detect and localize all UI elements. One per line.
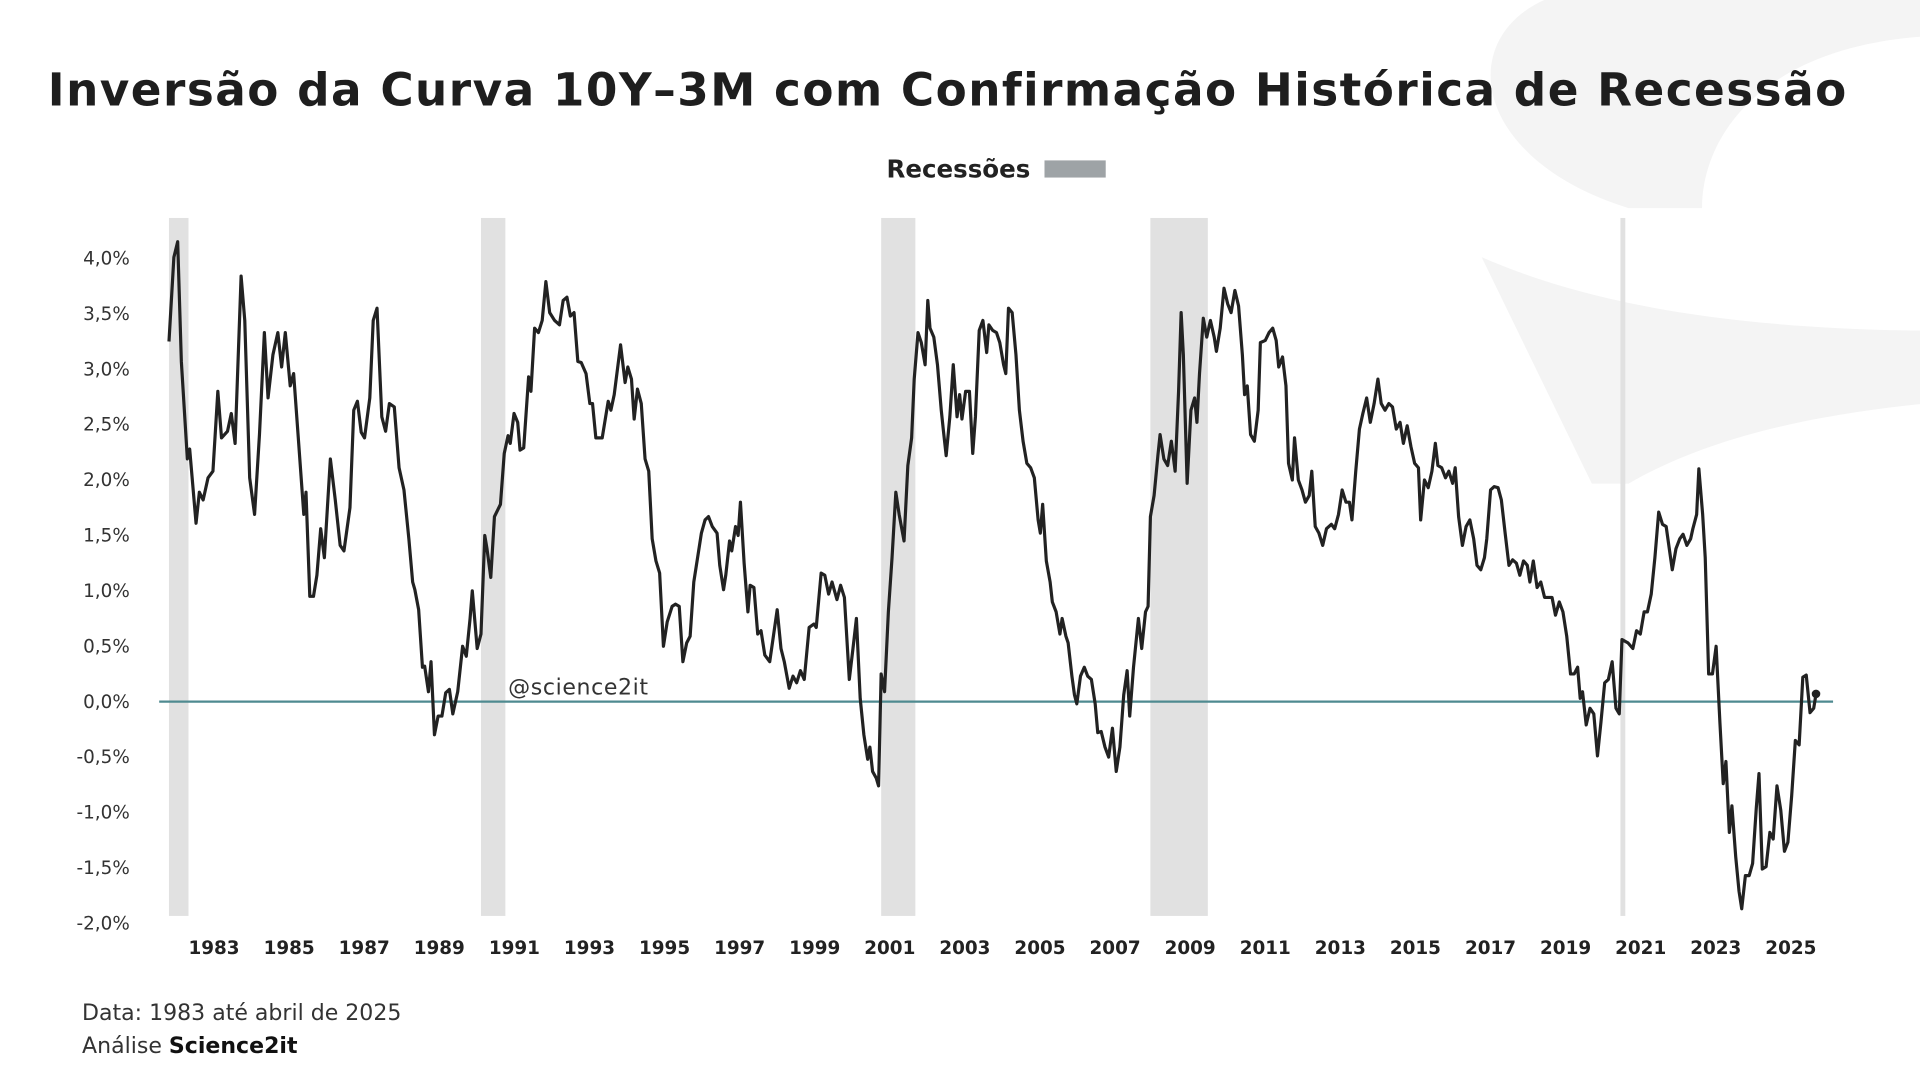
x-tick-label: 2023 xyxy=(1690,938,1741,959)
x-tick-label: 2003 xyxy=(939,938,990,959)
footer-credit: Análise Science2it xyxy=(82,1030,401,1063)
y-tick-label: -0,5% xyxy=(77,747,130,768)
legend-label-recessions: Recessões xyxy=(886,154,1031,184)
legend: Recessões xyxy=(886,154,1107,184)
x-tick-label: 2015 xyxy=(1390,938,1441,959)
y-tick-label: 2,0% xyxy=(83,470,130,491)
series-line xyxy=(167,240,1818,911)
y-tick-label: 2,5% xyxy=(83,415,130,436)
y-axis: 4,0% 3,5% 3,0% 2,5% 2,0% 1,5% 1,0% 0,5% 0,0% -0,5… xyxy=(77,248,130,934)
y-tick-label: 1,0% xyxy=(83,581,130,602)
legend-swatch-recessions xyxy=(1044,160,1107,178)
logo-shape-v xyxy=(1481,257,1920,484)
x-tick-label: 2005 xyxy=(1014,938,1065,959)
x-tick-label: 2009 xyxy=(1165,938,1216,959)
recession-band xyxy=(881,217,916,916)
footer-credit-prefix: Análise xyxy=(82,1033,162,1060)
chart-title: Inversão da Curva 10Y–3M com Confirmação… xyxy=(47,63,1848,117)
x-tick-label: 1997 xyxy=(714,938,765,959)
x-tick-label: 2025 xyxy=(1765,938,1816,959)
y-tick-label: -2,0% xyxy=(77,913,130,934)
x-tick-label: 1999 xyxy=(789,938,840,959)
recession-band xyxy=(1150,217,1208,916)
y-tick-label: 4,0% xyxy=(83,248,130,269)
x-axis: 1983 1985 1987 1989 1991 1993 1995 1997 1999 2001… xyxy=(188,938,1816,959)
x-tick-label: 1995 xyxy=(639,938,690,959)
recession-band xyxy=(1620,217,1626,916)
x-tick-label: 2011 xyxy=(1240,938,1291,959)
x-tick-label: 2013 xyxy=(1315,938,1366,959)
footer-credit-brand: Science2it xyxy=(168,1033,298,1060)
x-tick-label: 2007 xyxy=(1090,938,1141,959)
y-tick-label: 3,0% xyxy=(83,359,130,380)
y-tick-label: -1,5% xyxy=(77,858,130,879)
x-tick-label: 1989 xyxy=(414,938,465,959)
watermark-handle: @science2it xyxy=(508,675,648,700)
x-tick-label: 1993 xyxy=(564,938,615,959)
x-tick-label: 1985 xyxy=(264,938,315,959)
y-tick-label: 0,0% xyxy=(83,692,130,713)
y-tick-label: -1,0% xyxy=(77,803,130,824)
x-tick-label: 2001 xyxy=(864,938,915,959)
x-tick-label: 2019 xyxy=(1540,938,1591,959)
recession-bands xyxy=(168,217,1626,916)
series-end-point xyxy=(1811,689,1821,699)
footer-source: Data: 1983 até abril de 2025 xyxy=(82,1000,402,1027)
logo-shape-top xyxy=(1490,0,1920,209)
y-tick-label: 3,5% xyxy=(83,304,130,325)
x-tick-label: 2017 xyxy=(1465,938,1516,959)
x-tick-label: 1987 xyxy=(339,938,390,959)
x-tick-label: 1983 xyxy=(188,938,239,959)
y-tick-label: 1,5% xyxy=(83,526,130,547)
footer: Data: 1983 até abril de 2025 Análise Sci… xyxy=(82,997,401,1063)
x-tick-label: 2021 xyxy=(1615,938,1666,959)
y-tick-label: 0,5% xyxy=(83,636,130,657)
x-tick-label: 1991 xyxy=(489,938,540,959)
